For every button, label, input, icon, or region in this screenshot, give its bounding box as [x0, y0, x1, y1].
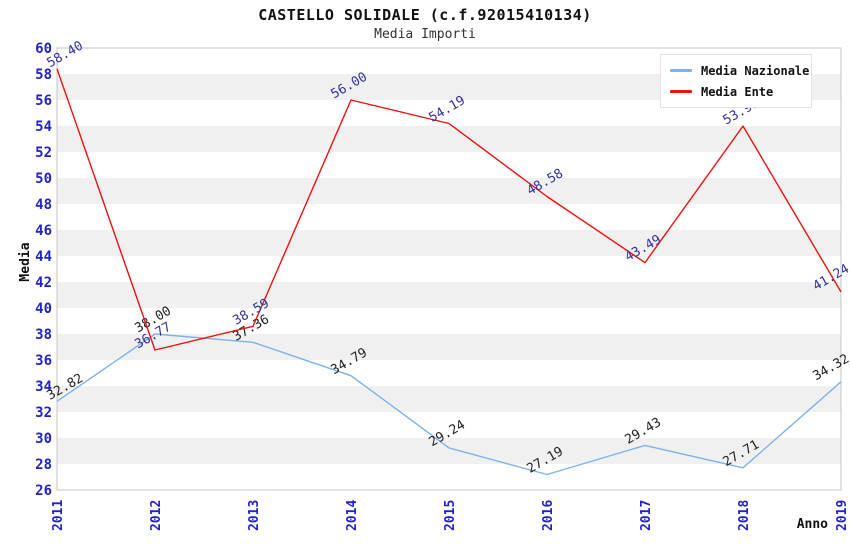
- legend-item-media-ente: Media Ente: [670, 85, 811, 99]
- x-axis-title: Anno: [797, 517, 828, 532]
- legend-label-media-nazionale: Media Nazionale: [701, 63, 810, 78]
- x-axis-tick-label: 2019: [835, 500, 850, 531]
- plot-band: [57, 464, 841, 490]
- media-nazionale-line: [56, 333, 842, 476]
- x-axis-tick-label: 2012: [149, 500, 164, 531]
- y-axis-tick-label: 58: [35, 67, 52, 83]
- y-axis-tick-label: 56: [35, 93, 52, 109]
- x-axis-tick-label: 2016: [541, 500, 556, 531]
- y-axis-tick-label: 60: [35, 41, 52, 57]
- media-nazionale-line-swatch: [670, 69, 692, 72]
- plot-band: [57, 334, 841, 360]
- chart-subtitle: Media Importi: [374, 27, 476, 42]
- y-axis-tick-label: 44: [35, 249, 52, 265]
- plot-band: [57, 386, 841, 412]
- plot-band: [57, 152, 841, 178]
- x-axis-tick-label: 2011: [51, 500, 66, 531]
- plot-band: [57, 360, 841, 386]
- y-axis-tick-label: 52: [35, 145, 52, 161]
- y-axis-tick-label: 34: [35, 379, 52, 395]
- legend-item-media-nazionale: Media Nazionale: [670, 64, 811, 78]
- y-axis-tick-label: 46: [35, 223, 52, 239]
- x-axis-tick-label: 2015: [443, 500, 458, 531]
- y-axis-tick-label: 28: [35, 457, 52, 473]
- y-axis-tick-label: 54: [35, 119, 52, 135]
- plot-band: [57, 230, 841, 256]
- plot-border: [56, 47, 842, 491]
- chart-title: CASTELLO SOLIDALE (c.f.92015410134): [258, 6, 592, 24]
- plot-band: [57, 126, 841, 152]
- x-axis-tick-label: 2017: [639, 500, 654, 531]
- plot-band: [57, 308, 841, 334]
- plot-band: [57, 282, 841, 308]
- legend-label-media-ente: Media Ente: [701, 84, 774, 99]
- y-axis-tick-label: 42: [35, 275, 52, 291]
- y-axis-tick-label: 40: [35, 301, 52, 317]
- x-axis-tick-label: 2013: [247, 500, 262, 531]
- media-ente-line: [56, 68, 842, 351]
- plot-band: [57, 256, 841, 282]
- y-axis-tick-label: 30: [35, 431, 52, 447]
- plot-band: [57, 204, 841, 230]
- plot-band: [57, 412, 841, 438]
- legend: Media Nazionale Media Ente: [660, 54, 812, 108]
- y-axis-tick-label: 32: [35, 405, 52, 421]
- y-axis-tick-label: 26: [35, 483, 52, 499]
- y-axis-tick-label: 36: [35, 353, 52, 369]
- y-axis-tick-label: 50: [35, 171, 52, 187]
- y-axis-tick-label: 38: [35, 327, 52, 343]
- x-axis-tick-label: 2014: [345, 500, 360, 531]
- media-ente-line-swatch: [670, 90, 692, 93]
- x-axis-tick-label: 2018: [737, 500, 752, 531]
- y-axis-title: Media: [18, 242, 33, 281]
- plot-band: [57, 178, 841, 204]
- y-axis-tick-label: 48: [35, 197, 52, 213]
